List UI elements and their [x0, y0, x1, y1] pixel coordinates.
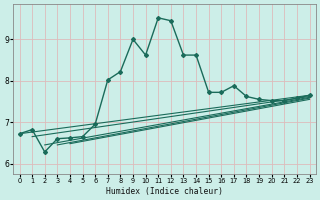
X-axis label: Humidex (Indice chaleur): Humidex (Indice chaleur): [106, 187, 223, 196]
